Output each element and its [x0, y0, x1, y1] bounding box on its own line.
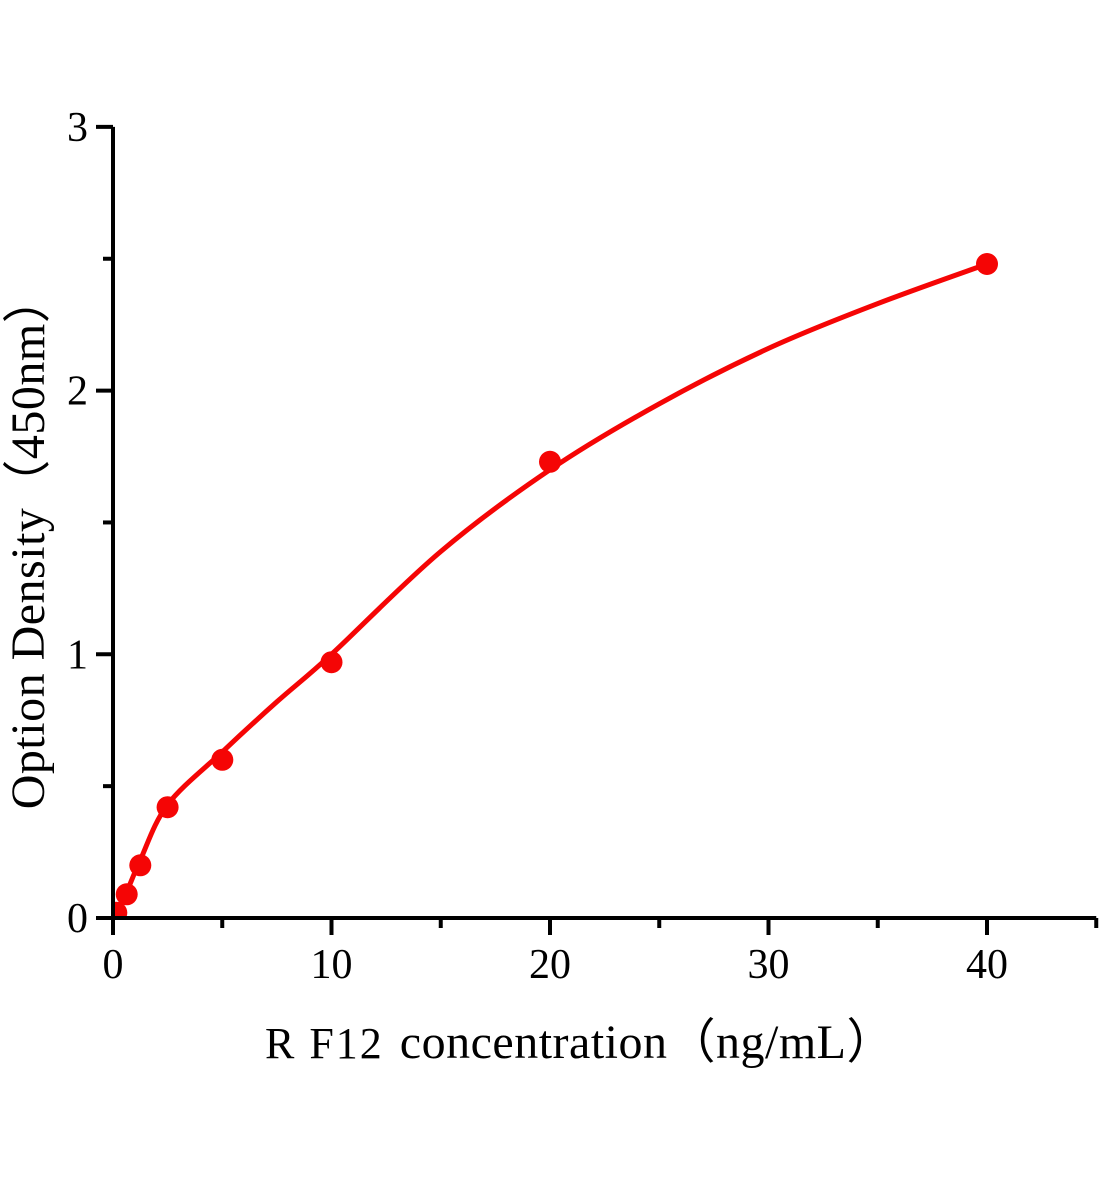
data-point — [115, 883, 138, 906]
y-tick-label: 0 — [67, 896, 88, 942]
data-point — [113, 901, 128, 918]
x-axis-title: R F12 concentration（ng/mL） — [28, 1002, 1104, 1072]
data-point — [156, 796, 179, 819]
x-tick-label: 0 — [103, 942, 124, 988]
y-tick-label: 3 — [67, 105, 88, 151]
data-point — [320, 651, 343, 674]
series-group — [113, 253, 998, 918]
x-axis-title-main: concentration（ng/mL） — [399, 1016, 896, 1069]
data-point — [211, 748, 234, 771]
data-point — [976, 253, 998, 275]
axes-group — [96, 124, 1099, 935]
x-tick-label: 40 — [966, 942, 1008, 988]
x-tick-label: 20 — [529, 942, 571, 988]
y-tick-label: 1 — [67, 632, 88, 678]
x-tick-label: 30 — [748, 942, 790, 988]
data-point — [129, 854, 152, 877]
data-point — [539, 450, 561, 473]
y-axis-title: Option Density（450nm） — [2, 274, 55, 810]
x-axis-title-prefix: R F12 — [264, 1019, 384, 1068]
y-tick-label: 2 — [67, 369, 88, 415]
fit-curve — [113, 261, 990, 918]
x-tick-label: 10 — [311, 942, 353, 988]
